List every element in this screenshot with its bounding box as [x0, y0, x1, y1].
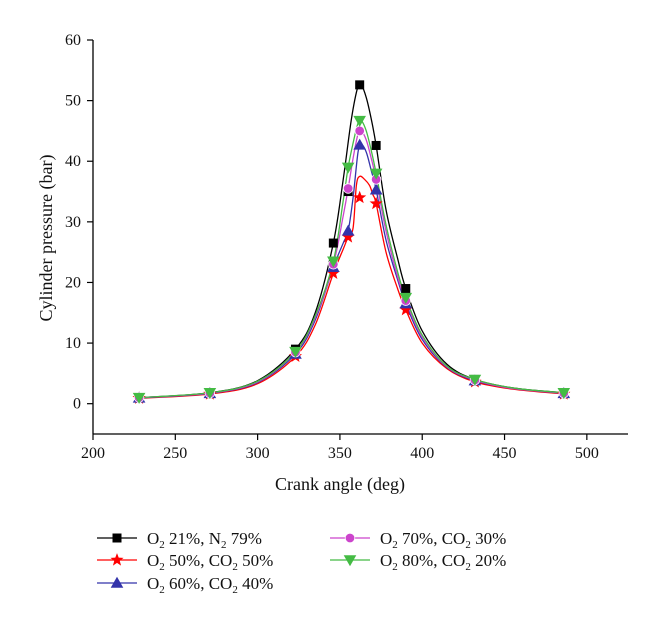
series-line-3 — [139, 144, 564, 399]
series-line-2 — [139, 175, 564, 399]
legend-label: O2 50%, CO2 50% — [147, 551, 273, 573]
data-point — [132, 392, 146, 404]
y-tick-label: 0 — [73, 396, 81, 413]
legend-label: O2 80%, CO2 20% — [380, 551, 506, 573]
data-point — [399, 292, 413, 304]
y-tick-label: 40 — [65, 153, 81, 170]
legend-label: O2 60%, CO2 40% — [147, 574, 273, 596]
x-tick-label: 450 — [493, 445, 517, 462]
legend-label: O2 21%, N2 79% — [147, 529, 262, 551]
legend-item: O2 70%, CO2 30% — [330, 529, 506, 551]
data-point — [371, 140, 381, 150]
y-tick-label: 10 — [65, 335, 81, 352]
x-tick-label: 200 — [81, 445, 105, 462]
x-tick-label: 350 — [328, 445, 352, 462]
x-tick-label: 500 — [575, 445, 599, 462]
series-line-5 — [139, 119, 564, 399]
data-point — [341, 230, 355, 243]
x-tick-label: 250 — [163, 445, 187, 462]
legend-marker — [344, 532, 356, 544]
data-point — [353, 138, 366, 150]
data-point — [369, 196, 383, 210]
data-point — [353, 190, 367, 204]
legend-marker — [110, 553, 124, 566]
legend-marker — [343, 555, 357, 567]
legend-marker — [112, 533, 122, 543]
data-point — [341, 162, 355, 174]
data-point — [354, 125, 365, 137]
series-lines — [139, 81, 564, 399]
y-tick-label: 60 — [65, 32, 81, 49]
legend-item: O2 21%, N2 79% — [97, 529, 262, 551]
data-point — [369, 183, 383, 195]
y-tick-label: 30 — [65, 214, 81, 231]
series-markers — [132, 80, 571, 404]
data-point — [353, 115, 366, 127]
data-point — [203, 388, 217, 400]
data-point — [342, 183, 354, 194]
x-tick-label: 300 — [246, 445, 270, 462]
y-axis-title: Cylinder pressure (bar) — [36, 155, 57, 322]
legend-item: O2 80%, CO2 20% — [330, 551, 506, 573]
series-line-1 — [139, 81, 564, 399]
data-point — [557, 388, 571, 400]
legend-item: O2 50%, CO2 50% — [97, 551, 273, 573]
y-tick-label: 20 — [65, 274, 81, 291]
data-point — [326, 266, 340, 279]
legend: O2 21%, N2 79%O2 50%, CO2 50%O2 60%, CO2… — [97, 529, 506, 596]
data-point — [399, 302, 413, 316]
series-line-4 — [139, 129, 564, 399]
data-point — [468, 374, 482, 386]
legend-label: O2 70%, CO2 30% — [380, 529, 506, 551]
legend-item: O2 60%, CO2 40% — [97, 574, 273, 596]
data-point — [355, 80, 365, 90]
data-point — [289, 346, 302, 358]
data-point — [341, 224, 355, 236]
x-tick-label: 400 — [410, 445, 434, 462]
data-point — [328, 238, 338, 248]
legend-marker — [110, 576, 124, 588]
data-point — [327, 256, 340, 268]
data-point — [401, 284, 411, 294]
axes: 200 250 300 350 400 450 500 0 10 20 30 40 50 60 — [65, 32, 628, 462]
data-point — [369, 168, 383, 180]
x-axis-title: Crank angle (deg) — [275, 474, 405, 495]
y-tick-label: 50 — [65, 93, 81, 110]
